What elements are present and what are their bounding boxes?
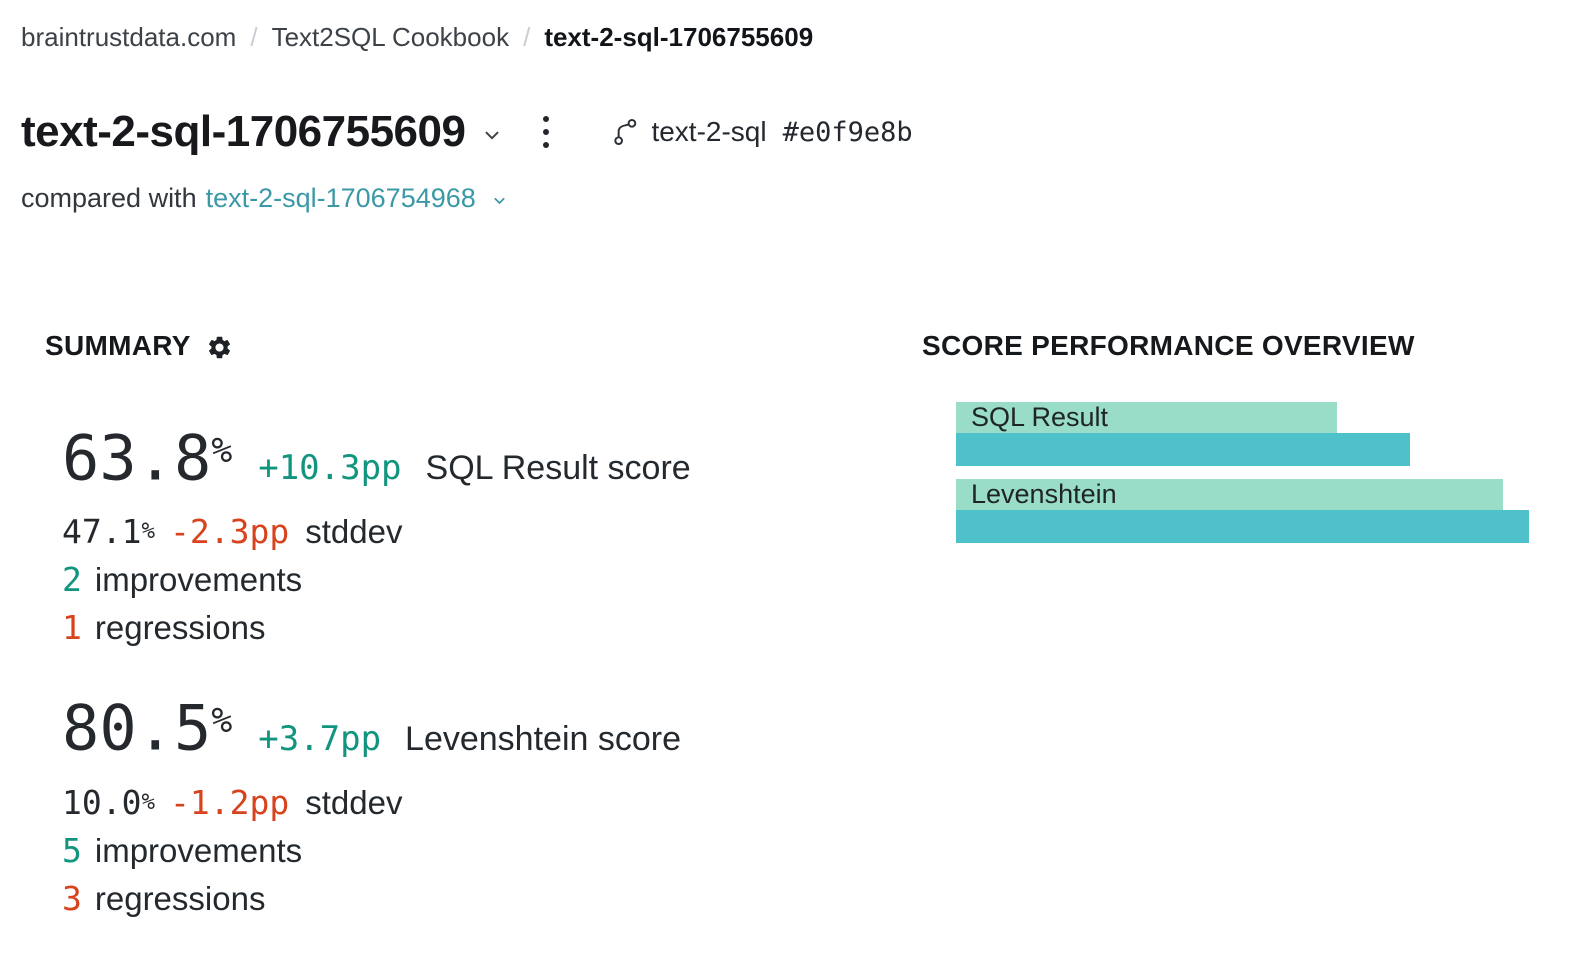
stddev-value: 10.0%: [62, 782, 155, 822]
improvements-label: improvements: [94, 831, 303, 869]
breadcrumb-separator: /: [250, 22, 258, 52]
page-title: text-2-sql-1706755609: [21, 107, 466, 156]
chart-heading: SCORE PERFORMANCE OVERVIEW: [922, 330, 1415, 361]
kebab-dot: [543, 129, 550, 136]
stddev-diff: -2.3pp: [170, 512, 290, 552]
summary-settings-gear-icon[interactable]: [206, 334, 233, 361]
stddev-diff: -1.2pp: [170, 782, 290, 822]
breadcrumb: braintrustdata.com / Text2SQL Cookbook /…: [21, 22, 813, 53]
stddev-label: stddev: [305, 513, 403, 551]
regressions-count: 1: [62, 608, 82, 648]
score-bar-category-label: SQL Result: [971, 402, 1109, 432]
score-diff-badge: +3.7pp: [258, 718, 382, 759]
score-performance-section: SCORE PERFORMANCE OVERVIEW SQL Result Lev…: [922, 330, 1562, 556]
breadcrumb-project-link[interactable]: Text2SQL Cookbook: [271, 22, 510, 52]
score-bar-comparison: SQL Result: [956, 402, 1337, 433]
score-bars: SQL Result Levenshtein: [956, 402, 1529, 543]
regressions-label: regressions: [94, 879, 266, 917]
summary-section: SUMMARY 63.8% +10.3pp SQL Result score 4…: [45, 330, 895, 923]
kebab-dot: [543, 142, 550, 149]
score-bar-group: Levenshtein: [956, 479, 1529, 543]
score-block-levenshtein: 80.5% +3.7pp Levenshtein score 10.0% -1.…: [62, 688, 895, 922]
stddev-value: 47.1%: [62, 512, 155, 552]
compare-prefix-label: compared with: [21, 183, 197, 213]
git-commit-hash: #e0f9e8b: [782, 116, 913, 148]
regressions-label: regressions: [94, 609, 266, 647]
stddev-label: stddev: [305, 783, 403, 821]
improvements-count: 5: [62, 830, 82, 870]
breadcrumb-current-experiment: text-2-sql-1706755609: [544, 22, 814, 52]
breadcrumb-org-link[interactable]: braintrustdata.com: [21, 22, 237, 52]
git-info-badge: text-2-sql #e0f9e8b: [611, 116, 913, 148]
compare-dropdown-chevron-icon[interactable]: [491, 192, 508, 209]
score-name-label: Levenshtein score: [405, 719, 681, 758]
experiment-header: text-2-sql-1706755609 text-2-sql #e0f9e8…: [21, 107, 913, 156]
score-value: 63.8%: [62, 421, 233, 495]
score-value: 80.5%: [62, 691, 233, 765]
breadcrumb-separator: /: [523, 22, 531, 52]
summary-heading: SUMMARY: [45, 330, 191, 361]
score-bar-group: SQL Result: [956, 402, 1529, 466]
git-branch-name: text-2-sql: [651, 116, 767, 148]
score-diff-badge: +10.3pp: [258, 448, 402, 489]
score-bar-current: [956, 510, 1529, 543]
score-name-label: SQL Result score: [425, 449, 691, 488]
score-bar-category-label: Levenshtein: [971, 479, 1117, 509]
improvements-count: 2: [62, 560, 82, 600]
compare-experiment-link[interactable]: text-2-sql-1706754968: [205, 183, 476, 213]
git-branch-icon: [614, 119, 637, 146]
experiment-menu-button[interactable]: [537, 112, 555, 152]
score-block-sql-result: 63.8% +10.3pp SQL Result score 47.1% -2.…: [62, 418, 895, 652]
title-dropdown-chevron-icon[interactable]: [481, 124, 503, 146]
score-bar-comparison: Levenshtein: [956, 479, 1503, 510]
score-bar-current: [956, 433, 1411, 466]
compare-row: compared with text-2-sql-1706754968: [21, 183, 508, 214]
kebab-dot: [543, 116, 550, 123]
regressions-count: 3: [62, 878, 82, 918]
improvements-label: improvements: [94, 561, 303, 599]
